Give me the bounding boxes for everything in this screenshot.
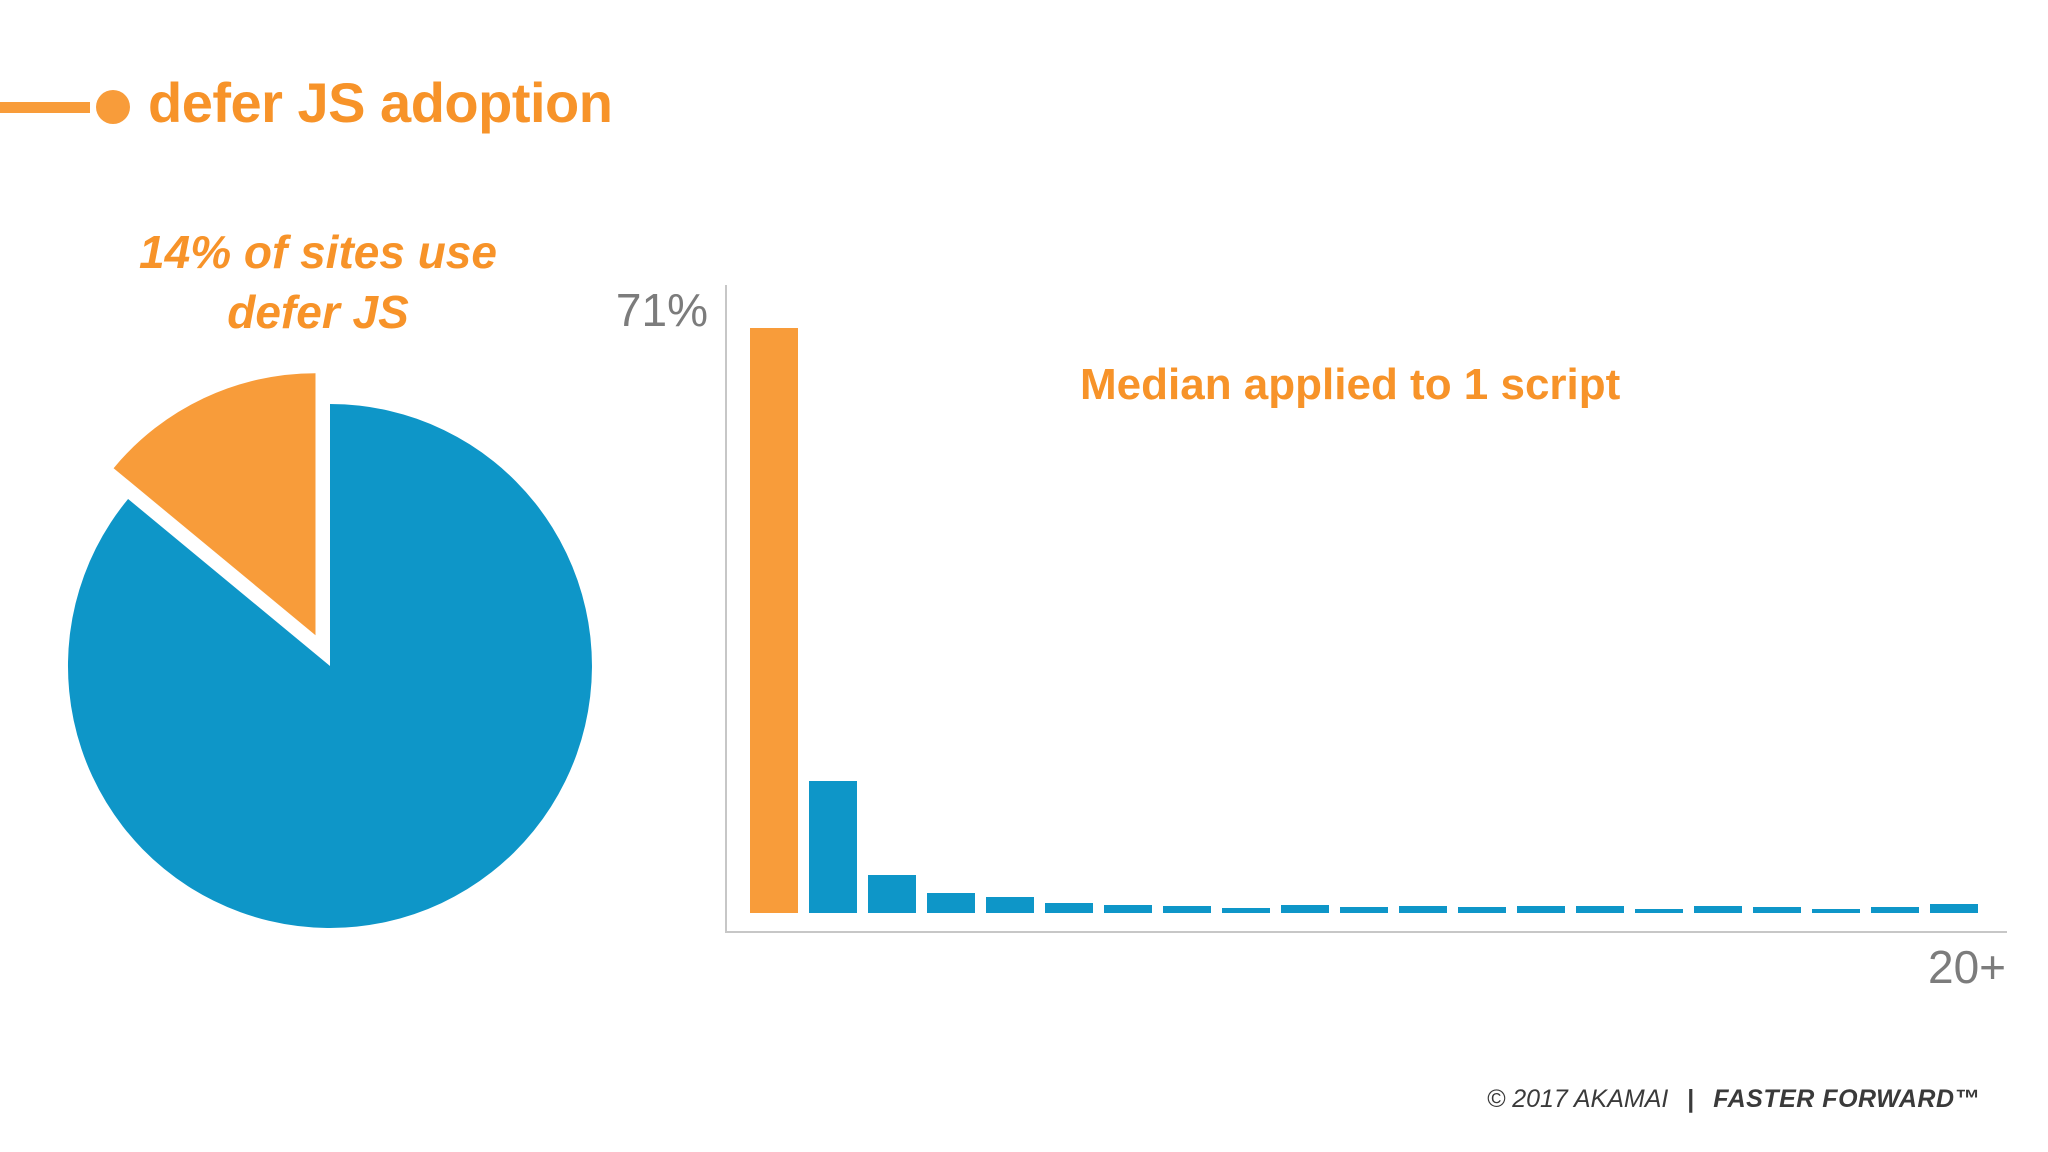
bar [986, 897, 1034, 913]
bar [1576, 906, 1624, 913]
x-axis-line [725, 931, 2007, 933]
bar [1753, 907, 1801, 913]
title-accent-dot-icon [96, 90, 130, 124]
footer-separator: | [1687, 1085, 1695, 1113]
pie-chart [67, 373, 592, 928]
bar [1517, 906, 1565, 913]
bar [1045, 903, 1093, 913]
bar-chart-annotation: Median applied to 1 script [1080, 360, 1621, 409]
title-accent-line-icon [0, 102, 90, 113]
footer-copyright: © 2017 AKAMAI [1486, 1085, 1669, 1113]
bar-highlighted [750, 328, 798, 913]
pie-slice-main [67, 404, 592, 928]
y-axis-max-label: 71% [615, 284, 708, 336]
bar [1222, 908, 1270, 913]
footer-brand: FASTER FORWARD™ [1713, 1085, 1980, 1113]
x-axis-last-tick-label: 20+ [1928, 941, 2007, 993]
bar [1458, 907, 1506, 913]
pie-caption-line2: defer JS [227, 286, 409, 338]
bar [1281, 905, 1329, 913]
y-axis-line [725, 285, 727, 933]
bar [868, 875, 916, 913]
pie-caption: 14% of sites use defer JS [98, 222, 538, 342]
footer: © 2017 AKAMAI | FASTER FORWARD™ [1487, 1085, 1980, 1114]
bar [1340, 907, 1388, 913]
pie-slice-exploded [113, 373, 316, 636]
page-title: defer JS adoption [148, 71, 613, 134]
bar [927, 893, 975, 913]
bar [1930, 904, 1978, 913]
bar [1694, 906, 1742, 913]
bar [1104, 905, 1152, 913]
bar [1871, 907, 1919, 913]
pie-caption-line1: 14% of sites use [139, 226, 497, 278]
bar [809, 781, 857, 913]
bar [1635, 909, 1683, 913]
bar [1812, 909, 1860, 913]
bar [1163, 906, 1211, 913]
bar [1399, 906, 1447, 913]
